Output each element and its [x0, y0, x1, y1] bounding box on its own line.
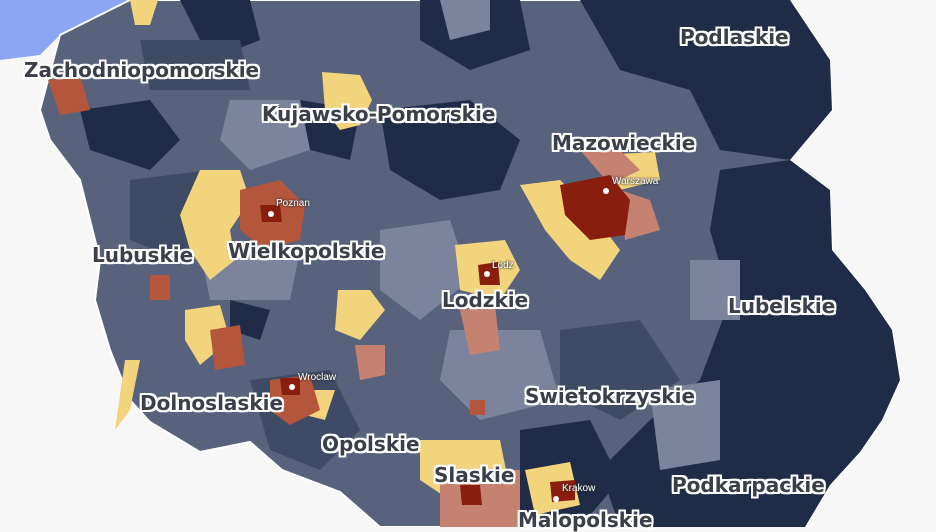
- city-label-warszawa: Warszawa: [612, 176, 659, 187]
- region-label-zachodniopomorskie: Zachodniopomorskie: [24, 58, 260, 82]
- region-label-lubuskie: Lubuskie: [92, 243, 194, 267]
- region-label-dolnoslaskie: Dolnoslaskie: [140, 391, 284, 415]
- city-label-krakow: Krakow: [562, 483, 596, 494]
- districts-dark-red: [260, 175, 630, 505]
- region-label-podkarpackie: Podkarpackie: [672, 473, 825, 497]
- sea: [0, 0, 130, 60]
- region-label-lubelskie: Lubelskie: [728, 294, 836, 318]
- region-label-wielkopolskie: Wielkopolskie: [228, 239, 385, 263]
- region-label-kujawsko-pomorskie: Kujawsko-Pomorskie: [262, 102, 496, 126]
- region-label-podlaskie: Podlaskie: [680, 25, 789, 49]
- city-label-lodz: Lodz: [492, 260, 514, 271]
- city-marker-poznan: [268, 211, 274, 217]
- region-label-slaskie: Slaskie: [434, 463, 515, 487]
- region-label-lodzkie: Lodzkie: [442, 288, 529, 312]
- region-label-swietokrzyskie: Swietokrzyskie: [525, 384, 696, 408]
- city-marker-lodz: [484, 271, 490, 277]
- city-label-wroclaw: Wroclaw: [298, 372, 337, 383]
- city-marker-krakow: [553, 496, 559, 502]
- city-label-poznan: Poznan: [276, 198, 310, 209]
- region-label-opolskie: Opolskie: [322, 432, 420, 456]
- city-marker-warszawa: [603, 188, 609, 194]
- region-label-mazowieckie: Mazowieckie: [552, 131, 696, 155]
- region-label-malopolskie: Malopolskie: [518, 508, 653, 532]
- city-marker-wroclaw: [289, 384, 295, 390]
